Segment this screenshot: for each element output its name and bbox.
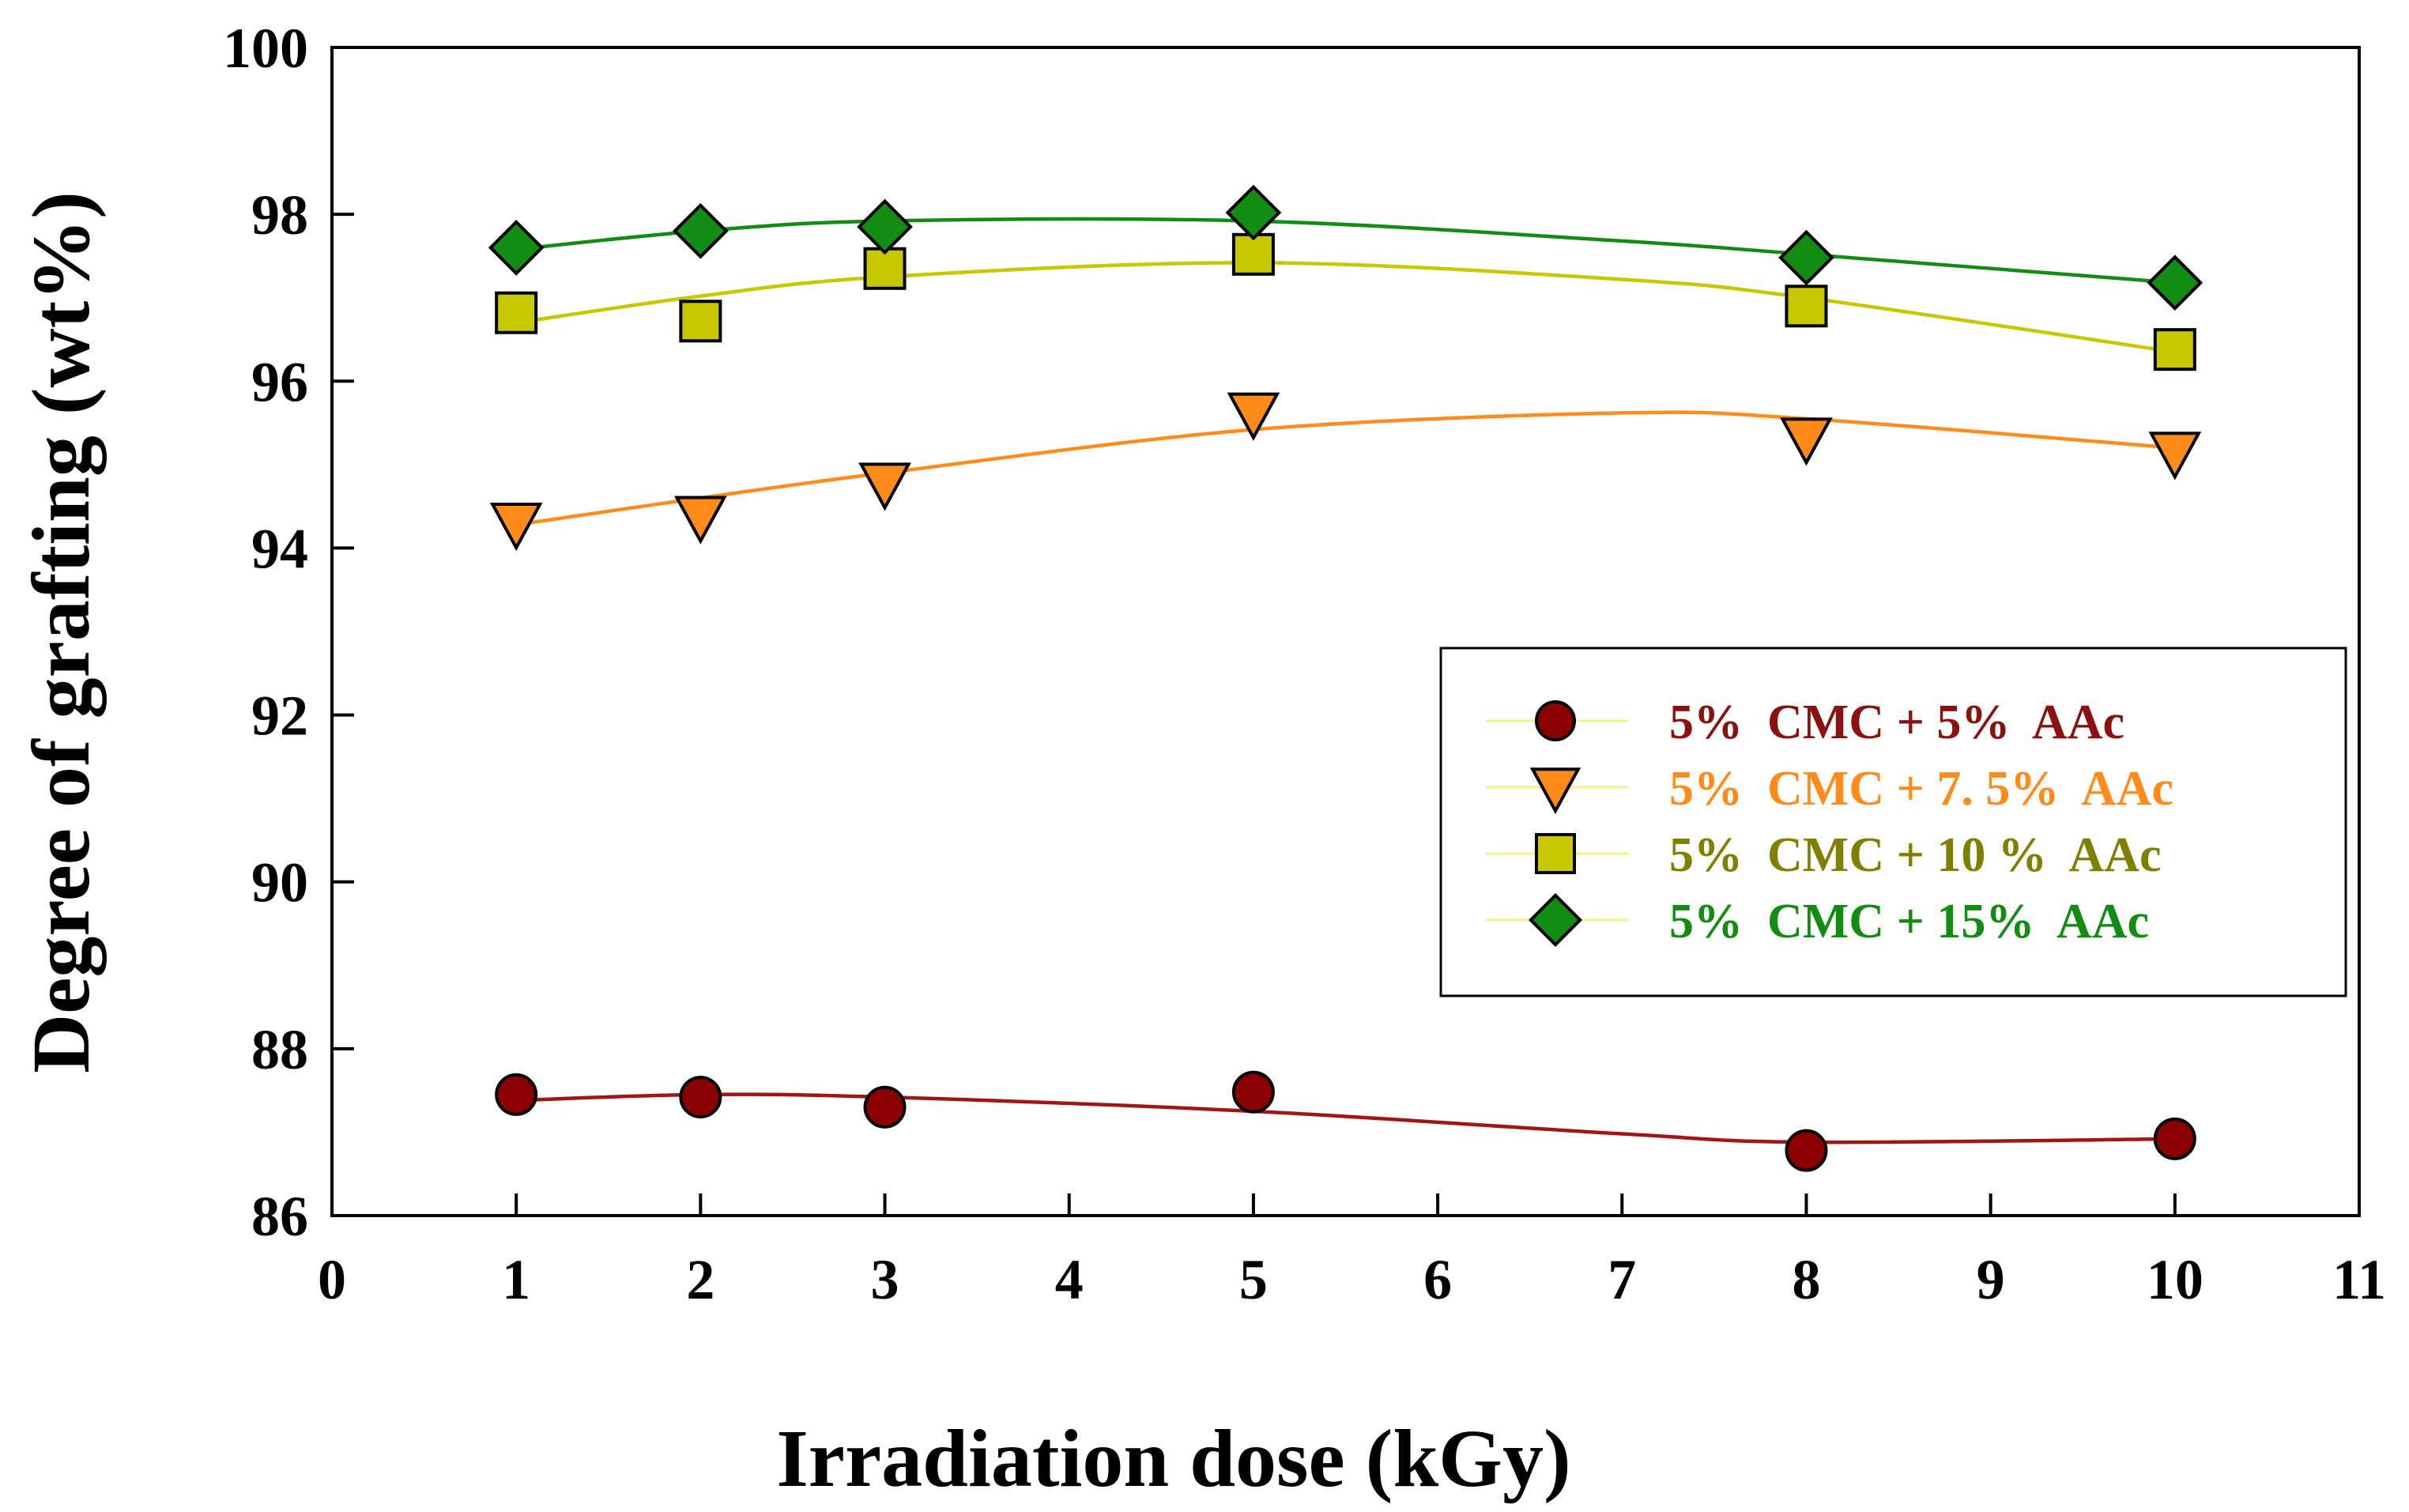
- plot-area: [330, 46, 2361, 1217]
- data-point-series-4: [857, 198, 913, 255]
- y-tick-label: 94: [251, 517, 308, 580]
- data-point-series-3: [863, 247, 907, 290]
- y-axis-title: Degree of grafting (wt%): [16, 191, 107, 1073]
- data-point-series-4: [1778, 229, 1834, 286]
- data-point-series-2: [1227, 392, 1280, 441]
- x-tick-label: 3: [871, 1248, 899, 1311]
- data-point-series-4: [673, 202, 729, 259]
- x-tick-label: 4: [1055, 1248, 1084, 1311]
- x-tick-label: 1: [502, 1248, 530, 1311]
- data-point-series-1: [2153, 1117, 2196, 1160]
- data-point-series-4: [1225, 184, 1282, 241]
- x-tick-label: 0: [318, 1248, 346, 1311]
- data-point-series-4: [2147, 255, 2204, 311]
- y-axis-ticks: 86 88 90 92 94 96 98 100: [223, 17, 354, 1248]
- legend: 5% CMC + 5% AAc 5% CMC + 7. 5% AAc 5% CMC …: [1439, 647, 2347, 997]
- data-point-series-2: [489, 503, 543, 552]
- fit-line-series-4: [515, 217, 2175, 285]
- data-point-series-4: [488, 220, 545, 276]
- data-point-series-2: [2148, 432, 2202, 481]
- x-tick-label: 6: [1423, 1248, 1452, 1311]
- data-point-series-3: [1231, 232, 1275, 276]
- y-tick-label: 98: [251, 183, 308, 247]
- y-tick-label: 92: [251, 684, 308, 748]
- data-point-series-1: [679, 1076, 722, 1119]
- data-point-series-1: [863, 1085, 907, 1129]
- legend-label-2: 5% CMC + 7. 5% AAc: [1669, 762, 2173, 816]
- fit-line-series-2: [515, 410, 2175, 527]
- y-tick-label: 86: [251, 1185, 308, 1248]
- data-point-series-3: [679, 300, 722, 343]
- legend-marker-1: [1535, 700, 1576, 741]
- data-point-series-3: [2153, 328, 2196, 371]
- x-axis-title: Irradiation dose (kGy): [776, 1413, 1570, 1504]
- fit-line-series-1: [516, 1092, 2175, 1144]
- fit-line-series-3: [515, 261, 2176, 354]
- data-point-series-2: [1780, 417, 1833, 466]
- data-point-series-3: [495, 291, 538, 334]
- y-tick-label: 90: [251, 851, 308, 914]
- data-point-series-1: [495, 1073, 538, 1116]
- data-point-series-2: [673, 496, 727, 545]
- data-point-series-2: [858, 462, 911, 511]
- legend-marker-2: [1529, 767, 1581, 815]
- data-point-series-1: [1785, 1129, 1828, 1172]
- legend-marker-3: [1535, 833, 1576, 874]
- x-axis-ticks: 0 1 2 3 4 5 6 7 8 9 10 11: [318, 1193, 2386, 1311]
- x-tick-label: 7: [1608, 1248, 1636, 1311]
- data-markers: [488, 184, 2204, 1172]
- x-tick-label: 2: [686, 1248, 714, 1311]
- data-point-series-3: [1785, 285, 1828, 328]
- legend-label-1: 5% CMC + 5% AAc: [1669, 696, 2124, 749]
- x-tick-label: 5: [1239, 1248, 1268, 1311]
- legend-box: [1439, 647, 2347, 997]
- x-tick-label: 10: [2147, 1248, 2204, 1311]
- y-tick-label: 100: [223, 17, 308, 80]
- x-tick-label: 8: [1792, 1248, 1820, 1311]
- x-tick-label: 9: [1977, 1248, 2005, 1311]
- legend-marker-4: [1528, 892, 1583, 948]
- y-tick-label: 88: [251, 1018, 308, 1081]
- legend-label-3: 5% CMC + 10 % AAc: [1669, 828, 2162, 882]
- legend-label-4: 5% CMC + 15% AAc: [1669, 895, 2149, 948]
- data-point-series-1: [1231, 1070, 1275, 1114]
- x-tick-label: 11: [2332, 1248, 2386, 1311]
- y-tick-label: 96: [251, 350, 308, 413]
